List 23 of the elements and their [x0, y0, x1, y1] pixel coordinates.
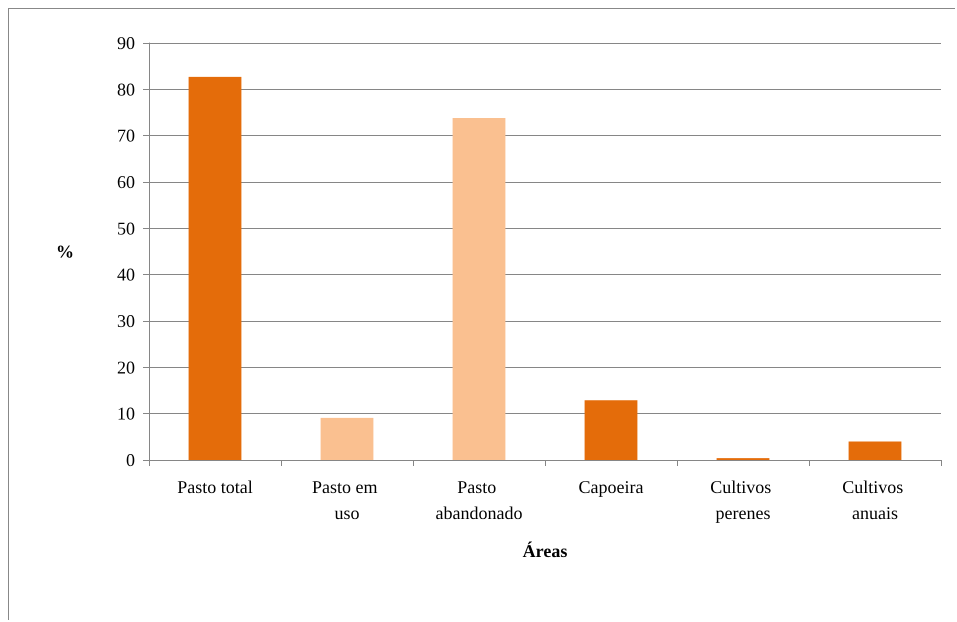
- y-tick-label: 10: [117, 404, 135, 424]
- x-axis-title: Áreas: [522, 541, 568, 561]
- y-tick-label: 30: [117, 311, 135, 331]
- x-tick-label: Pasto abandonado: [436, 477, 522, 523]
- bar: [584, 400, 638, 460]
- x-tick-label: Pasto total: [177, 477, 253, 497]
- y-tick-label: 0: [126, 450, 135, 470]
- bar: [848, 441, 902, 460]
- bar: [452, 118, 506, 460]
- x-tick-label: Cultivos perenes: [710, 477, 776, 523]
- y-axis-title: %: [56, 242, 74, 262]
- y-tick-label: 60: [117, 172, 135, 192]
- x-tick-label: Cultivos anuais: [842, 477, 908, 523]
- y-tick-label: 90: [117, 33, 135, 53]
- bar: [188, 76, 242, 460]
- x-tick-label: Pasto em uso: [312, 477, 382, 523]
- x-tick-label: Capoeira: [578, 477, 644, 497]
- y-tick-label: 40: [117, 264, 135, 285]
- y-tick-label: 20: [117, 357, 135, 378]
- bar: [320, 418, 374, 460]
- y-tick-label: 50: [117, 218, 135, 238]
- y-tick-label: 80: [117, 79, 135, 100]
- y-tick-label: 70: [117, 126, 135, 146]
